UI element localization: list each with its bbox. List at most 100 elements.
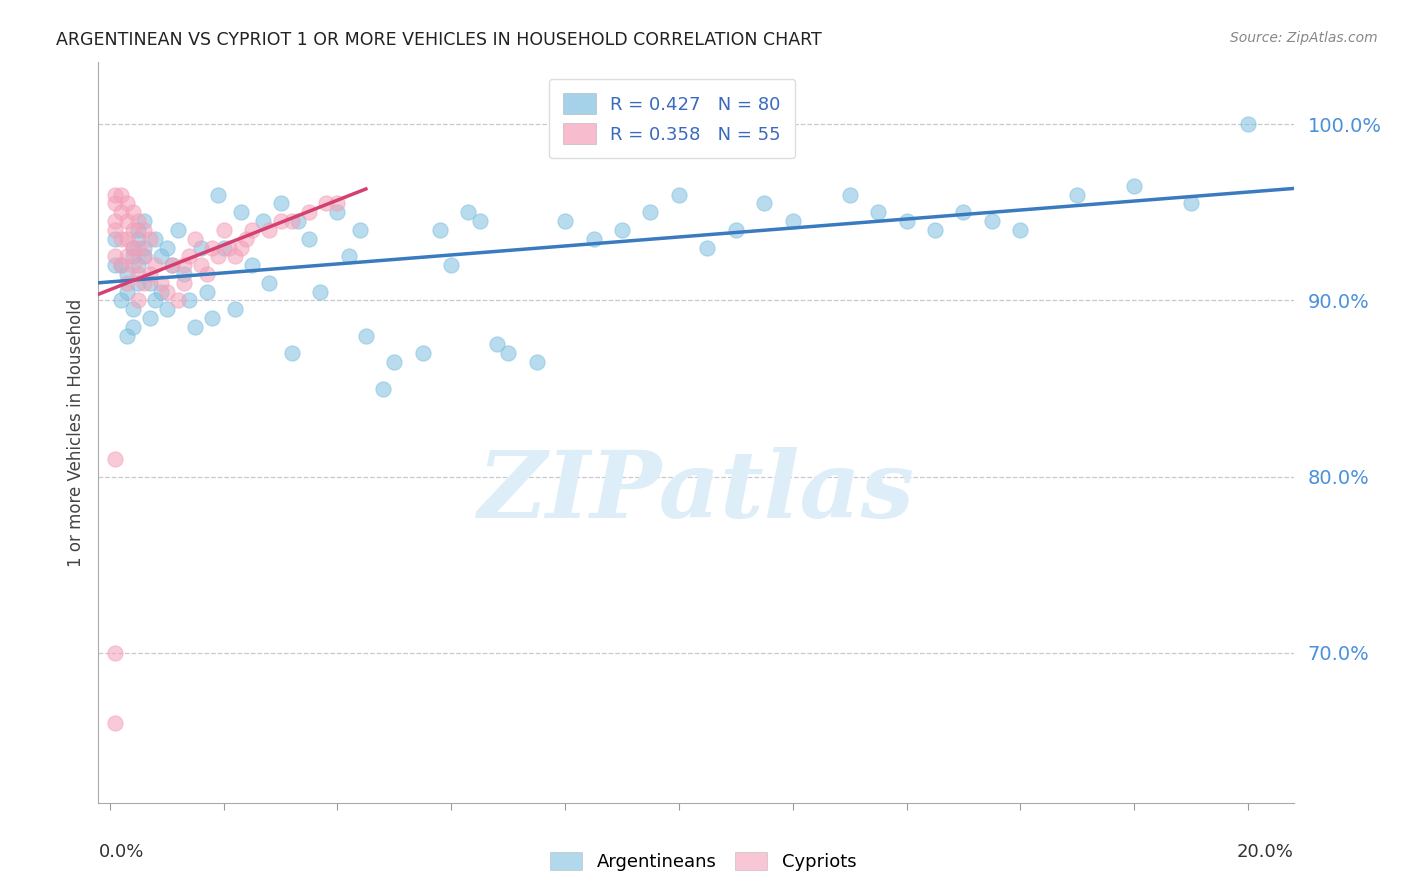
Point (115, 285, 138, 299)
Point (150, 249, 173, 263)
Point (724, 223, 747, 237)
Point (207, 187, 229, 202)
Point (104, 232, 127, 246)
Point (127, 258, 149, 272)
Point (195, 285, 218, 299)
Point (526, 355, 548, 369)
Point (212, 223, 235, 237)
Point (696, 240, 718, 254)
Point (782, 214, 804, 228)
Point (115, 232, 138, 246)
Point (104, 258, 127, 272)
Point (610, 223, 633, 237)
Point (1180, 196, 1202, 211)
Point (184, 232, 207, 246)
Point (132, 214, 155, 228)
Point (143, 293, 166, 308)
Point (412, 346, 434, 360)
Point (229, 205, 252, 219)
Point (468, 214, 491, 228)
Point (115, 196, 138, 211)
Point (127, 223, 149, 237)
Point (257, 276, 280, 290)
Point (179, 293, 201, 308)
Point (298, 232, 321, 246)
Y-axis label: 1 or more Vehicles in Household: 1 or more Vehicles in Household (66, 299, 84, 566)
Point (429, 223, 451, 237)
Point (138, 267, 160, 281)
Point (150, 285, 173, 299)
Point (240, 258, 263, 272)
Point (173, 267, 195, 281)
Legend: R = 0.427   N = 80, R = 0.358   N = 55: R = 0.427 N = 80, R = 0.358 N = 55 (548, 78, 796, 159)
Point (326, 205, 349, 219)
Point (110, 258, 132, 272)
Point (110, 187, 132, 202)
Point (868, 205, 890, 219)
Point (132, 223, 155, 237)
Point (156, 240, 179, 254)
Point (115, 267, 138, 281)
Point (838, 187, 860, 202)
Point (104, 646, 127, 660)
Point (980, 214, 1002, 228)
Point (127, 276, 149, 290)
Point (326, 196, 349, 211)
Point (224, 249, 246, 263)
Point (1010, 223, 1032, 237)
Point (640, 205, 662, 219)
Point (104, 716, 127, 731)
Point (257, 223, 280, 237)
Point (143, 258, 166, 272)
Point (235, 232, 257, 246)
Point (150, 276, 173, 290)
Point (1123, 178, 1146, 193)
Point (184, 319, 207, 334)
Point (190, 240, 212, 254)
Text: 20.0%: 20.0% (1237, 843, 1294, 861)
Point (121, 302, 143, 317)
Point (218, 240, 240, 254)
Point (143, 232, 166, 246)
Point (162, 258, 184, 272)
Point (132, 249, 155, 263)
Point (281, 214, 304, 228)
Point (201, 311, 224, 326)
Point (309, 285, 332, 299)
Point (121, 205, 143, 219)
Point (121, 240, 143, 254)
Point (115, 214, 138, 228)
Point (173, 276, 195, 290)
Point (167, 223, 190, 237)
Point (371, 382, 394, 396)
Point (337, 249, 360, 263)
Point (554, 214, 576, 228)
Text: ZIPatlas: ZIPatlas (478, 447, 914, 537)
Point (110, 232, 132, 246)
Point (132, 240, 155, 254)
Point (110, 258, 132, 272)
Point (104, 249, 127, 263)
Point (138, 276, 160, 290)
Point (110, 293, 132, 308)
Point (110, 205, 132, 219)
Point (132, 276, 155, 290)
Point (127, 232, 149, 246)
Point (121, 258, 143, 272)
Point (167, 293, 190, 308)
Point (281, 346, 304, 360)
Point (1237, 117, 1260, 131)
Point (121, 240, 143, 254)
Point (138, 232, 160, 246)
Point (173, 258, 195, 272)
Point (115, 249, 138, 263)
Point (121, 249, 143, 263)
Text: Source: ZipAtlas.com: Source: ZipAtlas.com (1230, 31, 1378, 45)
Point (162, 258, 184, 272)
Point (132, 249, 155, 263)
Point (207, 249, 229, 263)
Point (896, 214, 918, 228)
Point (298, 205, 321, 219)
Point (104, 196, 127, 211)
Point (457, 205, 479, 219)
